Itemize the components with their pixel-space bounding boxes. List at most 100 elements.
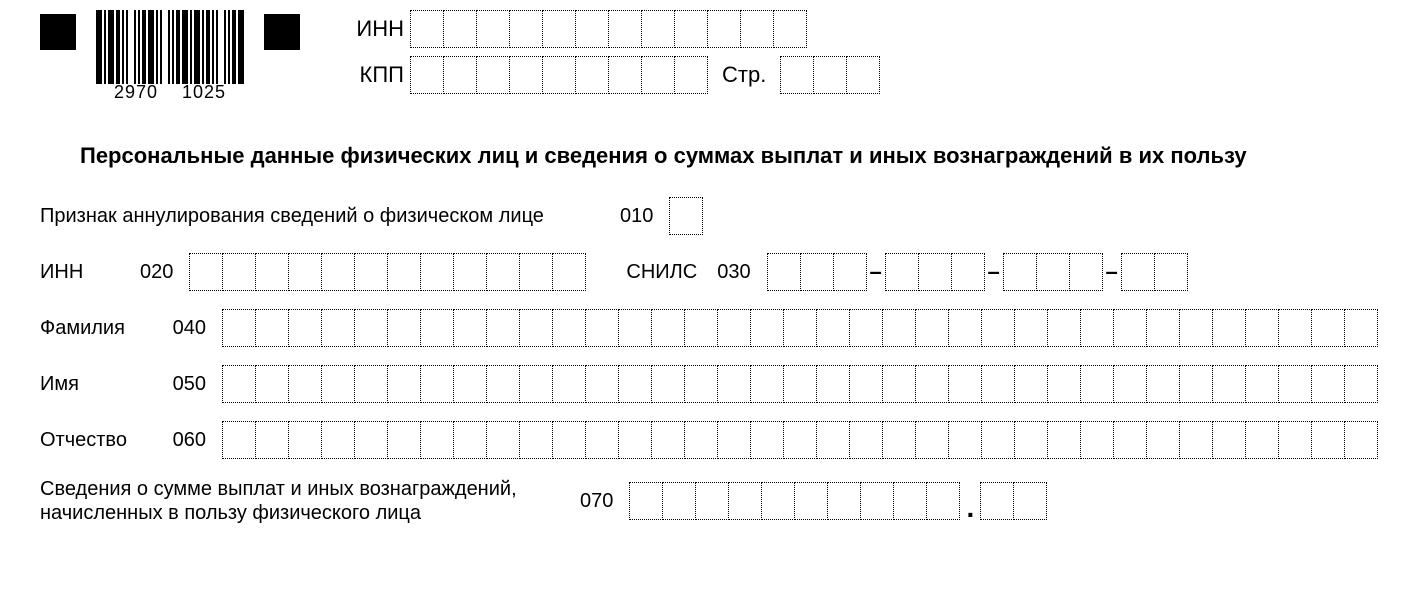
input-cell[interactable]: [816, 365, 850, 403]
input-cell[interactable]: [750, 421, 784, 459]
input-cell[interactable]: [1311, 421, 1345, 459]
input-cell[interactable]: [420, 309, 454, 347]
input-cell[interactable]: [740, 10, 774, 48]
input-cell[interactable]: [575, 56, 609, 94]
input-cell[interactable]: [410, 10, 444, 48]
input-cell[interactable]: [387, 365, 421, 403]
input-cell[interactable]: [608, 56, 642, 94]
input-cell[interactable]: [1146, 309, 1180, 347]
input-cell[interactable]: [915, 365, 949, 403]
input-cell[interactable]: [618, 421, 652, 459]
input-cell[interactable]: [288, 253, 322, 291]
inn-input-cells[interactable]: [410, 10, 807, 48]
input-cell[interactable]: [717, 309, 751, 347]
snils-input-cells[interactable]: –––: [767, 253, 1188, 291]
input-cell[interactable]: [882, 421, 916, 459]
input-cell[interactable]: [1212, 365, 1246, 403]
input-cell[interactable]: [641, 56, 675, 94]
input-cell[interactable]: [674, 10, 708, 48]
input-cell[interactable]: [509, 10, 543, 48]
input-cell[interactable]: [1278, 309, 1312, 347]
input-cell[interactable]: [222, 421, 256, 459]
input-cell[interactable]: [1036, 253, 1070, 291]
input-cell[interactable]: [255, 309, 289, 347]
input-cell[interactable]: [981, 421, 1015, 459]
input-cell[interactable]: [552, 253, 586, 291]
input-cell[interactable]: [1179, 365, 1213, 403]
input-cell[interactable]: [750, 309, 784, 347]
input-cell[interactable]: [410, 56, 444, 94]
input-cell[interactable]: [1013, 482, 1047, 520]
input-cell[interactable]: [585, 365, 619, 403]
input-cell[interactable]: [951, 253, 985, 291]
input-cell[interactable]: [1080, 365, 1114, 403]
input-cell[interactable]: [783, 365, 817, 403]
input-cell[interactable]: [669, 197, 703, 235]
input-cell[interactable]: [519, 365, 553, 403]
input-cell[interactable]: [519, 421, 553, 459]
input-cell[interactable]: [321, 421, 355, 459]
input-cell[interactable]: [846, 56, 880, 94]
input-cell[interactable]: [849, 309, 883, 347]
kpp-input-cells[interactable]: [410, 56, 708, 94]
input-cell[interactable]: [893, 482, 927, 520]
page-input-cells[interactable]: [780, 56, 880, 94]
input-cell[interactable]: [420, 365, 454, 403]
input-cell[interactable]: [387, 421, 421, 459]
input-cell[interactable]: [1047, 365, 1081, 403]
input-cell[interactable]: [288, 309, 322, 347]
cancel-input-cells[interactable]: [669, 197, 703, 235]
input-cell[interactable]: [443, 10, 477, 48]
name-input-cells[interactable]: [222, 365, 1378, 403]
input-cell[interactable]: [767, 253, 801, 291]
input-cell[interactable]: [1179, 421, 1213, 459]
input-cell[interactable]: [981, 365, 1015, 403]
input-cell[interactable]: [387, 309, 421, 347]
input-cell[interactable]: [453, 421, 487, 459]
input-cell[interactable]: [321, 309, 355, 347]
input-cell[interactable]: [918, 253, 952, 291]
input-cell[interactable]: [761, 482, 795, 520]
input-cell[interactable]: [255, 421, 289, 459]
input-cell[interactable]: [288, 421, 322, 459]
input-cell[interactable]: [486, 365, 520, 403]
input-cell[interactable]: [915, 421, 949, 459]
input-cell[interactable]: [1278, 365, 1312, 403]
input-cell[interactable]: [629, 482, 663, 520]
input-cell[interactable]: [728, 482, 762, 520]
input-cell[interactable]: [1047, 309, 1081, 347]
surname-input-cells[interactable]: [222, 309, 1378, 347]
input-cell[interactable]: [519, 309, 553, 347]
input-cell[interactable]: [288, 365, 322, 403]
input-cell[interactable]: [860, 482, 894, 520]
input-cell[interactable]: [1014, 365, 1048, 403]
input-cell[interactable]: [387, 253, 421, 291]
input-cell[interactable]: [1080, 421, 1114, 459]
input-cell[interactable]: [189, 253, 223, 291]
input-cell[interactable]: [585, 421, 619, 459]
input-cell[interactable]: [783, 309, 817, 347]
input-cell[interactable]: [833, 253, 867, 291]
input-cell[interactable]: [222, 309, 256, 347]
input-cell[interactable]: [1146, 365, 1180, 403]
input-cell[interactable]: [948, 365, 982, 403]
input-cell[interactable]: [780, 56, 814, 94]
input-cell[interactable]: [575, 10, 609, 48]
input-cell[interactable]: [354, 365, 388, 403]
input-cell[interactable]: [800, 253, 834, 291]
input-cell[interactable]: [1080, 309, 1114, 347]
input-cell[interactable]: [948, 421, 982, 459]
input-cell[interactable]: [1113, 309, 1147, 347]
input-cell[interactable]: [542, 10, 576, 48]
input-cell[interactable]: [486, 421, 520, 459]
input-cell[interactable]: [1212, 309, 1246, 347]
input-cell[interactable]: [486, 309, 520, 347]
amount-input-cells[interactable]: .: [629, 482, 1047, 520]
input-cell[interactable]: [882, 365, 916, 403]
input-cell[interactable]: [222, 253, 256, 291]
input-cell[interactable]: [509, 56, 543, 94]
input-cell[interactable]: [885, 253, 919, 291]
input-cell[interactable]: [651, 365, 685, 403]
input-cell[interactable]: [552, 309, 586, 347]
input-cell[interactable]: [980, 482, 1014, 520]
